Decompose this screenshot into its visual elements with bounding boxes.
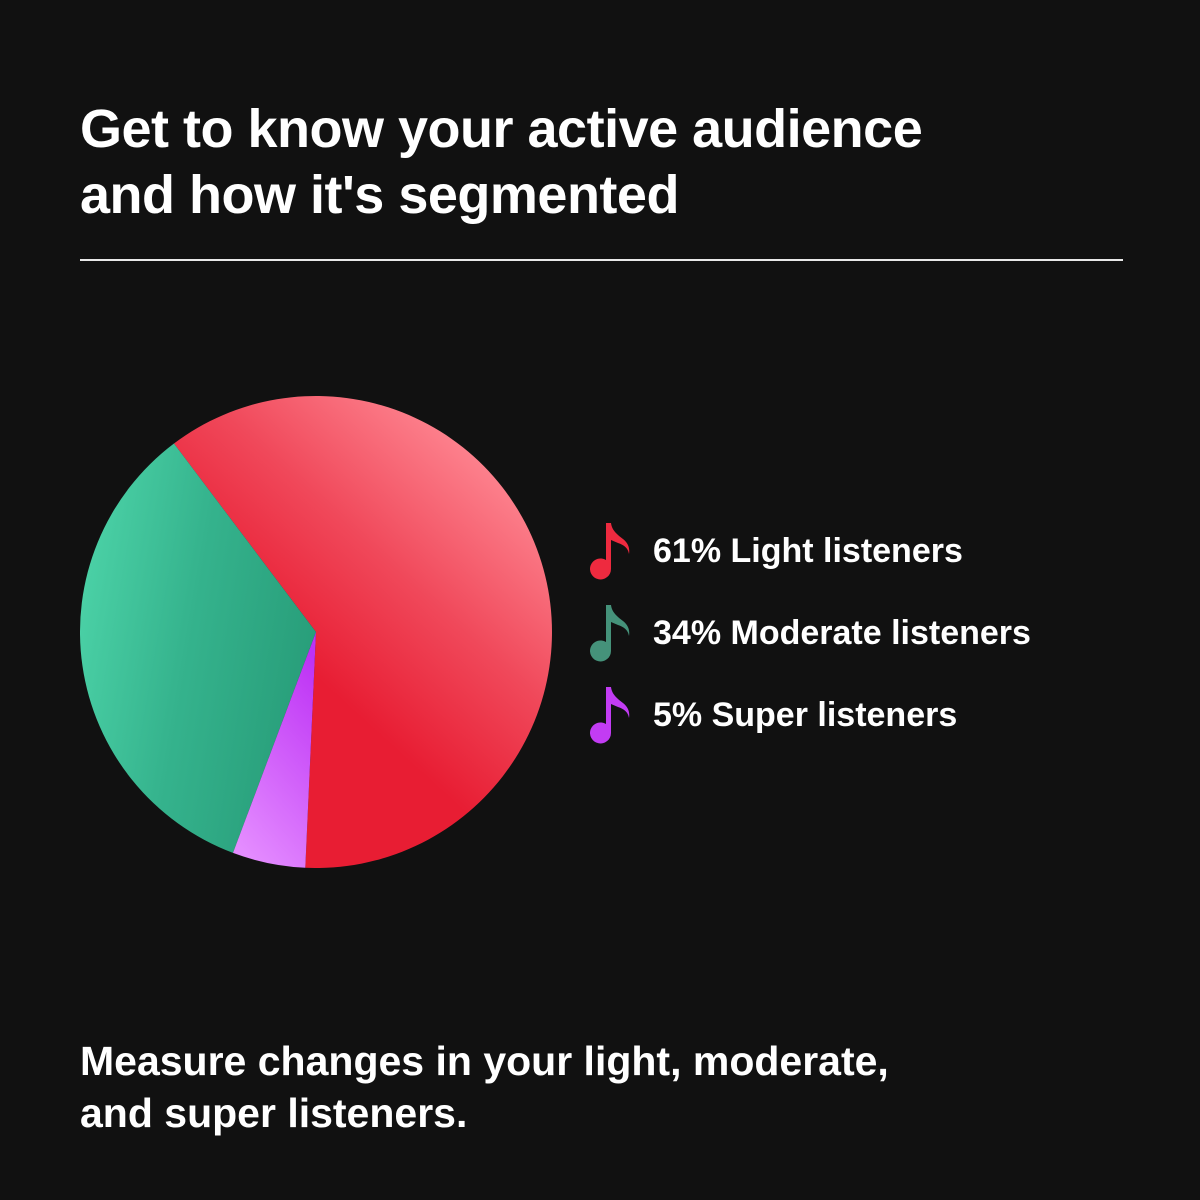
legend-item-light: 61% Light listeners — [585, 521, 1031, 581]
pie-slice-super — [232, 632, 316, 868]
legend-label-moderate: 34% Moderate listeners — [653, 613, 1031, 652]
music-note-icon — [590, 523, 630, 580]
pie-slice-light — [173, 396, 552, 868]
title-divider — [80, 259, 1123, 261]
pie-chart — [80, 396, 552, 868]
footer-caption: Measure changes in your light, moderate,… — [80, 1035, 1140, 1139]
pie-slice-moderate — [80, 443, 316, 853]
music-note-icon — [590, 687, 630, 744]
title-line-1: Get to know your active audience — [80, 99, 923, 159]
page-title: Get to know your active audience and how… — [80, 96, 1140, 228]
music-note-icon — [590, 605, 630, 662]
legend-item-super: 5% Super listeners — [585, 685, 1031, 745]
legend-label-super: 5% Super listeners — [653, 695, 958, 734]
chart-legend: 61% Light listeners 34% Moderate listene… — [585, 521, 1031, 767]
caption-line-1: Measure changes in your light, moderate, — [80, 1038, 889, 1084]
title-line-2: and how it's segmented — [80, 165, 679, 225]
caption-line-2: and super listeners. — [80, 1090, 468, 1136]
legend-item-moderate: 34% Moderate listeners — [585, 603, 1031, 663]
legend-label-light: 61% Light listeners — [653, 531, 963, 570]
